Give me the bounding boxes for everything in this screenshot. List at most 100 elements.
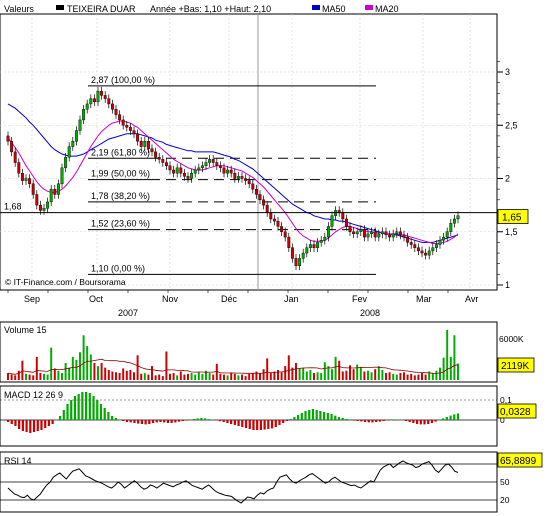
volume-bar	[428, 371, 431, 380]
volume-bar	[403, 372, 405, 380]
header-ma50: MA50	[322, 4, 346, 14]
candle-body	[334, 210, 338, 216]
macd-bar	[137, 420, 140, 424]
macd-bar	[393, 419, 396, 420]
volume-bar	[205, 370, 207, 380]
candle-body	[218, 165, 222, 169]
macd-bar	[445, 417, 448, 420]
header-ma20: MA20	[375, 4, 399, 14]
candle-body	[388, 234, 392, 238]
candle-body	[182, 172, 186, 177]
macd-bar	[248, 420, 251, 429]
macd-bar	[241, 420, 244, 427]
header-swatch-ma50	[312, 5, 320, 10]
volume-bar	[446, 329, 449, 380]
candle-body	[31, 183, 35, 195]
rsi-last-value-text: 65,8899	[500, 456, 537, 467]
candle-body	[240, 176, 244, 179]
volume-bar	[21, 360, 24, 380]
candle-body	[186, 176, 190, 179]
volume-average-line	[7, 358, 459, 375]
candle-body	[42, 208, 46, 211]
volume-bar	[345, 370, 348, 380]
volume-bar	[442, 357, 445, 380]
macd-bar	[323, 412, 326, 420]
candle-body	[132, 130, 136, 134]
macd-bars	[6, 392, 460, 433]
volume-bar	[363, 371, 366, 380]
macd-bar	[311, 409, 315, 420]
macd-bar	[230, 420, 233, 424]
candle-body	[56, 183, 60, 195]
candle-body	[226, 169, 230, 174]
volume-bar	[219, 373, 222, 380]
candle-body	[204, 162, 208, 166]
macd-bar	[222, 420, 225, 422]
x-axis-month-label: Avr	[465, 294, 478, 304]
candle-body	[154, 151, 158, 158]
macd-bar	[51, 420, 54, 424]
volume-bar	[64, 363, 67, 380]
candle-body	[172, 169, 176, 174]
volume-bar	[53, 368, 56, 380]
volume-bar	[50, 347, 53, 380]
macd-bar	[308, 410, 311, 420]
macd-bar	[378, 420, 382, 422]
macd-bar	[341, 418, 344, 420]
macd-bar	[129, 420, 132, 423]
volume-bar	[385, 373, 387, 380]
volume-bar	[377, 366, 380, 380]
candle-body	[308, 244, 312, 248]
macd-bar	[211, 419, 214, 421]
candle-body	[344, 218, 348, 227]
volume-bar	[359, 366, 362, 380]
macd-bar	[58, 416, 62, 420]
volume-bar	[435, 370, 438, 380]
price-panel-frame	[0, 13, 498, 291]
macd-bar	[192, 419, 196, 420]
candle-body	[78, 119, 82, 131]
volume-bar	[395, 374, 398, 380]
macd-bar	[389, 420, 393, 421]
volume-bar	[280, 372, 283, 380]
volume-bar	[449, 356, 452, 380]
fib-level-label: 2,19 (61,80 %)	[91, 147, 150, 157]
macd-bar	[118, 420, 121, 421]
price-tick-label: 2	[505, 174, 510, 184]
macd-bar	[430, 420, 434, 423]
macd-bar	[244, 420, 248, 428]
macd-bar	[10, 420, 13, 424]
candle-body	[355, 231, 359, 235]
macd-bar	[148, 420, 151, 424]
macd-bar	[334, 415, 337, 420]
macd-bar	[21, 420, 24, 431]
volume-bar	[169, 373, 171, 380]
macd-last-value-box	[497, 403, 537, 419]
volume-panel: Volume 15 6000K 2119K	[0, 321, 535, 383]
macd-bar	[40, 420, 43, 430]
macd-bar	[315, 410, 318, 420]
x-axis-month-label: Sep	[24, 294, 40, 304]
volume-bar	[61, 373, 63, 380]
candle-body	[193, 169, 197, 174]
macd-bar	[159, 420, 162, 422]
volume-bars	[7, 329, 459, 380]
volume-bar	[140, 373, 143, 380]
chart-header: Valeurs TEIXEIRA DUAR Année +Bas: 1,10 +…	[4, 4, 399, 14]
price-tick-label: 3	[505, 67, 510, 77]
volume-bar	[338, 360, 341, 380]
macd-bar	[367, 420, 370, 423]
candle-body	[179, 167, 183, 174]
volume-bar	[75, 359, 78, 380]
macd-bar	[274, 420, 277, 427]
macd-bar	[300, 413, 303, 420]
macd-bar	[55, 420, 58, 421]
candle-body	[402, 234, 406, 238]
macd-bar	[77, 394, 80, 420]
macd-bar	[84, 392, 88, 420]
candle-body	[409, 242, 413, 245]
x-axis-month-label: Jan	[284, 294, 299, 304]
candle-body	[247, 180, 251, 185]
macd-bar	[32, 420, 36, 432]
macd-bar	[371, 420, 374, 423]
